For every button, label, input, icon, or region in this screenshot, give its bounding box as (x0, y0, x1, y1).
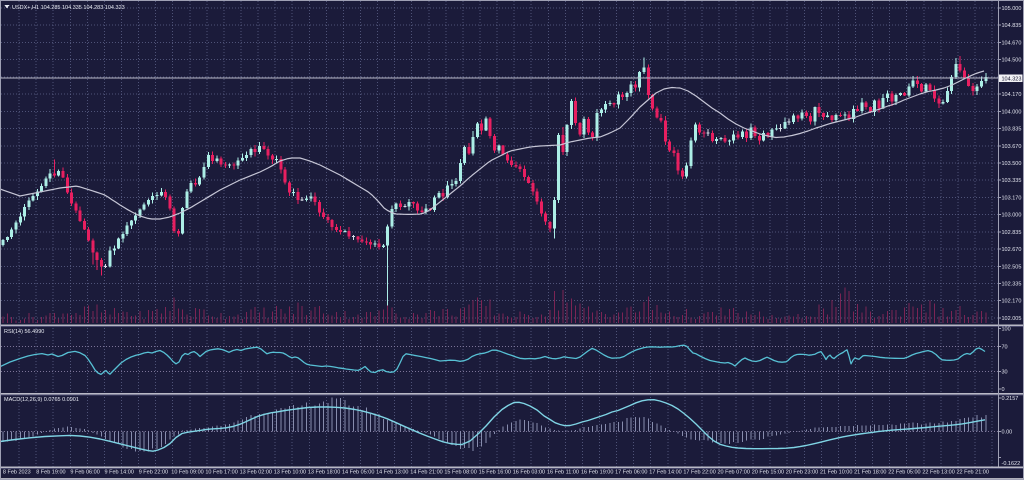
svg-text:10 Feb 17:00: 10 Feb 17:00 (205, 470, 237, 476)
svg-text:104.670: 104.670 (1002, 40, 1022, 46)
svg-text:104.500: 104.500 (1002, 58, 1022, 64)
svg-text:14 Feb 13:00: 14 Feb 13:00 (376, 470, 408, 476)
svg-text:104.000: 104.000 (1002, 109, 1022, 115)
svg-text:8 Feb 2023: 8 Feb 2023 (3, 470, 31, 476)
svg-text:13 Feb 18:00: 13 Feb 18:00 (308, 470, 340, 476)
svg-text:103.000: 103.000 (1002, 213, 1022, 219)
svg-text:15 Feb 08:00: 15 Feb 08:00 (444, 470, 476, 476)
svg-text:9 Feb 22:00: 9 Feb 22:00 (139, 470, 168, 476)
svg-text:22 Feb 05:00: 22 Feb 05:00 (888, 470, 920, 476)
svg-text:14 Feb 05:00: 14 Feb 05:00 (342, 470, 374, 476)
svg-text:21 Feb 18:00: 21 Feb 18:00 (854, 470, 886, 476)
svg-text:103.835: 103.835 (1002, 127, 1022, 133)
svg-text:0.00: 0.00 (1002, 430, 1013, 436)
svg-text:17 Feb 22:00: 17 Feb 22:00 (683, 470, 715, 476)
svg-text:30: 30 (1002, 370, 1008, 376)
svg-text:105.000: 105.000 (1002, 6, 1022, 12)
svg-text:16 Feb 19:00: 16 Feb 19:00 (581, 470, 613, 476)
svg-text:14 Feb 21:00: 14 Feb 21:00 (410, 470, 442, 476)
svg-text:22 Feb 13:00: 22 Feb 13:00 (922, 470, 954, 476)
svg-text:103.500: 103.500 (1002, 161, 1022, 167)
svg-text:102.335: 102.335 (1002, 282, 1022, 288)
svg-text:100: 100 (1002, 327, 1011, 333)
svg-text:103.170: 103.170 (1002, 195, 1022, 201)
svg-text:70: 70 (1002, 344, 1008, 350)
svg-text:20 Feb 07:00: 20 Feb 07:00 (717, 470, 749, 476)
svg-text:17 Feb 06:00: 17 Feb 06:00 (615, 470, 647, 476)
svg-text:22 Feb 21:00: 22 Feb 21:00 (956, 470, 988, 476)
svg-text:10 Feb 09:00: 10 Feb 09:00 (171, 470, 203, 476)
svg-text:102.505: 102.505 (1002, 264, 1022, 270)
svg-text:13 Feb 10:00: 13 Feb 10:00 (274, 470, 306, 476)
svg-text:103.670: 103.670 (1002, 144, 1022, 150)
svg-text:21 Feb 10:00: 21 Feb 10:00 (820, 470, 852, 476)
svg-text:103.335: 103.335 (1002, 178, 1022, 184)
svg-text:104.323: 104.323 (1002, 77, 1022, 83)
svg-text:8 Feb 19:00: 8 Feb 19:00 (36, 470, 65, 476)
svg-text:-0.1622: -0.1622 (1002, 461, 1021, 467)
svg-text:16 Feb 11:00: 16 Feb 11:00 (547, 470, 579, 476)
svg-text:20 Feb 15:00: 20 Feb 15:00 (752, 470, 784, 476)
svg-text:104.170: 104.170 (1002, 92, 1022, 98)
svg-text:USDX+,H1 104.285 104.335 104.: USDX+,H1 104.285 104.335 104.283 104.323 (12, 5, 125, 11)
svg-text:102.670: 102.670 (1002, 247, 1022, 253)
svg-text:MACD(12,26,9) 0.0765 0.0901: MACD(12,26,9) 0.0765 0.0901 (4, 397, 79, 403)
svg-text:9 Feb 06:00: 9 Feb 06:00 (70, 470, 99, 476)
svg-text:20 Feb 23:00: 20 Feb 23:00 (786, 470, 818, 476)
svg-text:0.2157: 0.2157 (1002, 396, 1019, 402)
svg-text:102.170: 102.170 (1002, 299, 1022, 305)
svg-text:16 Feb 03:00: 16 Feb 03:00 (513, 470, 545, 476)
svg-text:15 Feb 16:00: 15 Feb 16:00 (479, 470, 511, 476)
svg-text:13 Feb 02:00: 13 Feb 02:00 (240, 470, 272, 476)
svg-text:102.005: 102.005 (1002, 316, 1022, 322)
svg-text:104.835: 104.835 (1002, 23, 1022, 29)
svg-text:RSI(14) 56.4990: RSI(14) 56.4990 (4, 329, 44, 335)
svg-text:0: 0 (1002, 387, 1005, 393)
svg-text:9 Feb 14:00: 9 Feb 14:00 (105, 470, 134, 476)
svg-text:17 Feb 14:00: 17 Feb 14:00 (649, 470, 681, 476)
svg-text:102.835: 102.835 (1002, 230, 1022, 236)
